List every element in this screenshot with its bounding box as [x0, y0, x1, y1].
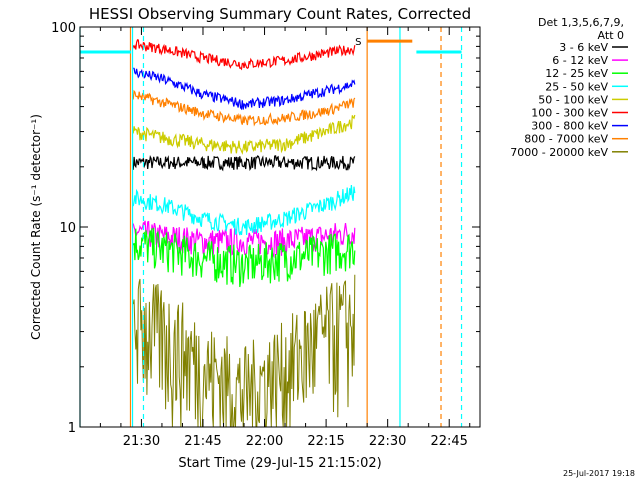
- plot-area: 1 10 100 21:30 21:45 22:00 22:15 22:30 22:45 S: [51, 21, 481, 449]
- footer-date: 25-Jul-2017 19:18: [563, 469, 635, 478]
- series-line-8: [132, 89, 356, 127]
- legend-label-1: 3 - 6 keV: [559, 41, 608, 54]
- series-line-5: [132, 114, 356, 155]
- legend-label-5: 50 - 100 keV: [538, 93, 608, 106]
- series-line-3: [132, 227, 356, 288]
- legend-label-8: 800 - 7000 keV: [524, 133, 608, 146]
- x-tick-label: 21:30: [123, 434, 160, 449]
- axis-layer: 1 10 100 21:30 21:45 22:00 22:15 22:30 22:45: [51, 21, 480, 449]
- legend-label-4: 25 - 50 keV: [545, 80, 608, 93]
- series-line-4: [132, 185, 356, 236]
- series-line-6: [132, 39, 356, 71]
- x-axis-label: Start Time (29-Jul-15 21:15:02): [178, 456, 381, 471]
- x-tick-label: 22:00: [246, 434, 283, 449]
- legend-label-9: 7000 - 20000 keV: [510, 146, 608, 159]
- y-tick-label: 10: [59, 221, 76, 236]
- y-tick-label: 1: [68, 421, 76, 436]
- chart-title: HESSI Observing Summary Count Rates, Cor…: [89, 5, 471, 23]
- annotation-s: S: [355, 37, 361, 48]
- series-line-9: [132, 274, 356, 428]
- x-tick-label: 22:30: [369, 434, 406, 449]
- legend-header-detectors: Det 1,3,5,6,7,9,: [538, 16, 624, 29]
- legend-label-3: 12 - 25 keV: [545, 67, 608, 80]
- legend-label-2: 6 - 12 keV: [552, 54, 608, 67]
- y-axis-label: Corrected Count Rate (s⁻¹ detector⁻¹): [29, 114, 43, 340]
- series-line-1: [132, 155, 356, 172]
- x-tick-label: 22:15: [307, 434, 344, 449]
- legend-label-7: 300 - 800 keV: [531, 120, 608, 133]
- y-tick-label: 100: [51, 21, 76, 36]
- x-tick-label: 21:45: [184, 434, 221, 449]
- series-layer: [132, 39, 356, 428]
- series-line-2: [132, 220, 356, 259]
- legend-label-6: 100 - 300 keV: [531, 107, 608, 120]
- legend-header-attenuator: Att 0: [598, 29, 624, 42]
- x-tick-label: 22:45: [430, 434, 467, 449]
- series-line-7: [133, 67, 356, 111]
